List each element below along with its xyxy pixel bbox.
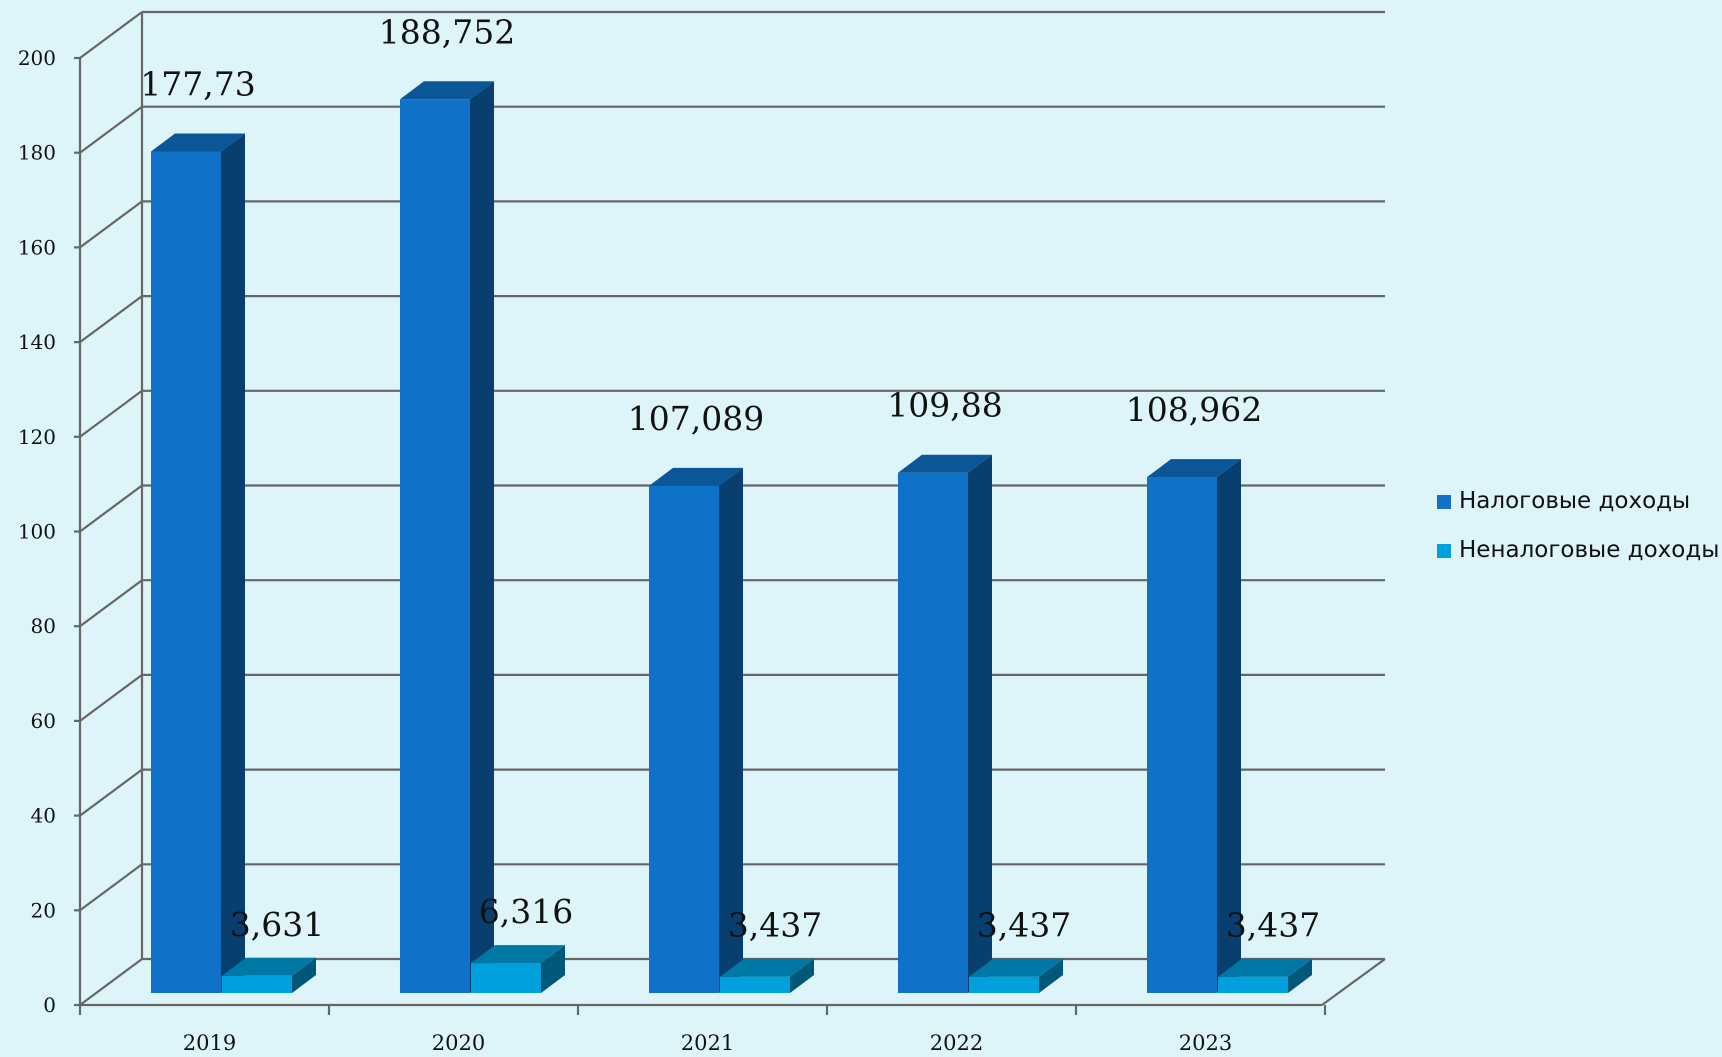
bar-nontax-2023-top xyxy=(1218,958,1312,977)
bar-nontax-2021-top xyxy=(720,958,814,977)
gridline-diagonal xyxy=(79,200,143,249)
bar-tax-2022 xyxy=(898,472,968,993)
bar-tax-2019-side xyxy=(221,133,245,993)
gridline-diagonal xyxy=(79,484,143,533)
bar-nontax-2021-side xyxy=(790,958,814,993)
x-tick-label: 2023 xyxy=(1179,1031,1232,1055)
x-tick-label: 2021 xyxy=(681,1031,734,1055)
legend-label: Неналоговые доходы xyxy=(1459,537,1719,563)
y-tick-label: 40 xyxy=(31,804,56,828)
y-tick-label: 60 xyxy=(31,709,56,733)
gridline-diagonal xyxy=(79,295,143,343)
y-tick-label: 140 xyxy=(18,330,56,354)
y-tick-label: 100 xyxy=(18,520,56,544)
bar-tax-2020-side xyxy=(470,81,494,993)
bar-tax-2023-top xyxy=(1147,459,1241,478)
gridline-diagonal xyxy=(79,105,143,154)
bar-nontax-2019 xyxy=(222,975,292,993)
gridline-diagonal xyxy=(79,579,143,628)
gridline-diagonal xyxy=(79,958,143,1006)
bar-tax-2019-top xyxy=(151,133,245,152)
gridline-diagonal xyxy=(79,674,143,722)
bar-nontax-2022-side xyxy=(1039,958,1063,993)
data-label: 3,631 xyxy=(230,905,324,944)
data-label: 3,437 xyxy=(728,906,822,945)
x-tick-label: 2019 xyxy=(183,1031,236,1055)
bar-tax-2023 xyxy=(1147,477,1217,993)
x-tick-label: 2022 xyxy=(930,1031,983,1055)
bar-nontax-2022 xyxy=(969,976,1039,993)
legend-swatch xyxy=(1437,495,1451,509)
bar-tax-2021 xyxy=(649,485,719,993)
gridline-diagonal xyxy=(79,863,143,912)
data-label: 177,73 xyxy=(140,64,255,103)
bar-tax-2021-top xyxy=(649,467,743,486)
bar-nontax-2019-side xyxy=(292,957,316,993)
x-tick-label: 2020 xyxy=(432,1031,485,1055)
gridline-diagonal xyxy=(79,11,143,59)
bar-nontax-2019-top xyxy=(222,957,316,976)
gridline-diagonal xyxy=(79,768,143,817)
bar-nontax-2020-side xyxy=(541,945,565,993)
bar-nontax-2020-top xyxy=(471,945,565,964)
bar-tax-2023-side xyxy=(1217,459,1241,993)
bar-nontax-2021 xyxy=(720,976,790,993)
data-label: 3,437 xyxy=(1226,906,1320,945)
y-tick-label: 80 xyxy=(31,614,56,638)
floor-right-edge xyxy=(1321,958,1386,1006)
legend-label: Налоговые доходы xyxy=(1459,488,1690,514)
bar-tax-2022-top xyxy=(898,454,992,473)
bar-tax-2022-side xyxy=(968,454,992,993)
data-label: 188,752 xyxy=(379,12,515,51)
data-label: 6,316 xyxy=(479,892,573,931)
bar-nontax-2022-top xyxy=(969,958,1063,977)
data-label: 3,437 xyxy=(977,906,1071,945)
data-label: 109,88 xyxy=(887,386,1002,425)
bar-nontax-2020 xyxy=(471,963,541,993)
data-label: 108,962 xyxy=(1126,390,1262,429)
bar-nontax-2023 xyxy=(1218,976,1288,993)
bar-tax-2021-side xyxy=(719,467,743,993)
y-tick-label: 120 xyxy=(18,425,56,449)
y-tick-label: 20 xyxy=(31,898,56,922)
y-tick-label: 200 xyxy=(18,46,56,70)
bar-tax-2020-top xyxy=(400,81,494,100)
bar-tax-2019 xyxy=(151,151,221,993)
y-tick-label: 160 xyxy=(18,235,56,259)
bar-nontax-2023-side xyxy=(1288,958,1312,993)
y-tick-label: 180 xyxy=(18,141,56,165)
gridline-diagonal xyxy=(79,389,143,438)
bar-tax-2020 xyxy=(400,99,470,993)
legend-swatch xyxy=(1437,544,1451,558)
data-label: 107,089 xyxy=(628,399,764,438)
y-tick-label: 0 xyxy=(43,993,56,1017)
